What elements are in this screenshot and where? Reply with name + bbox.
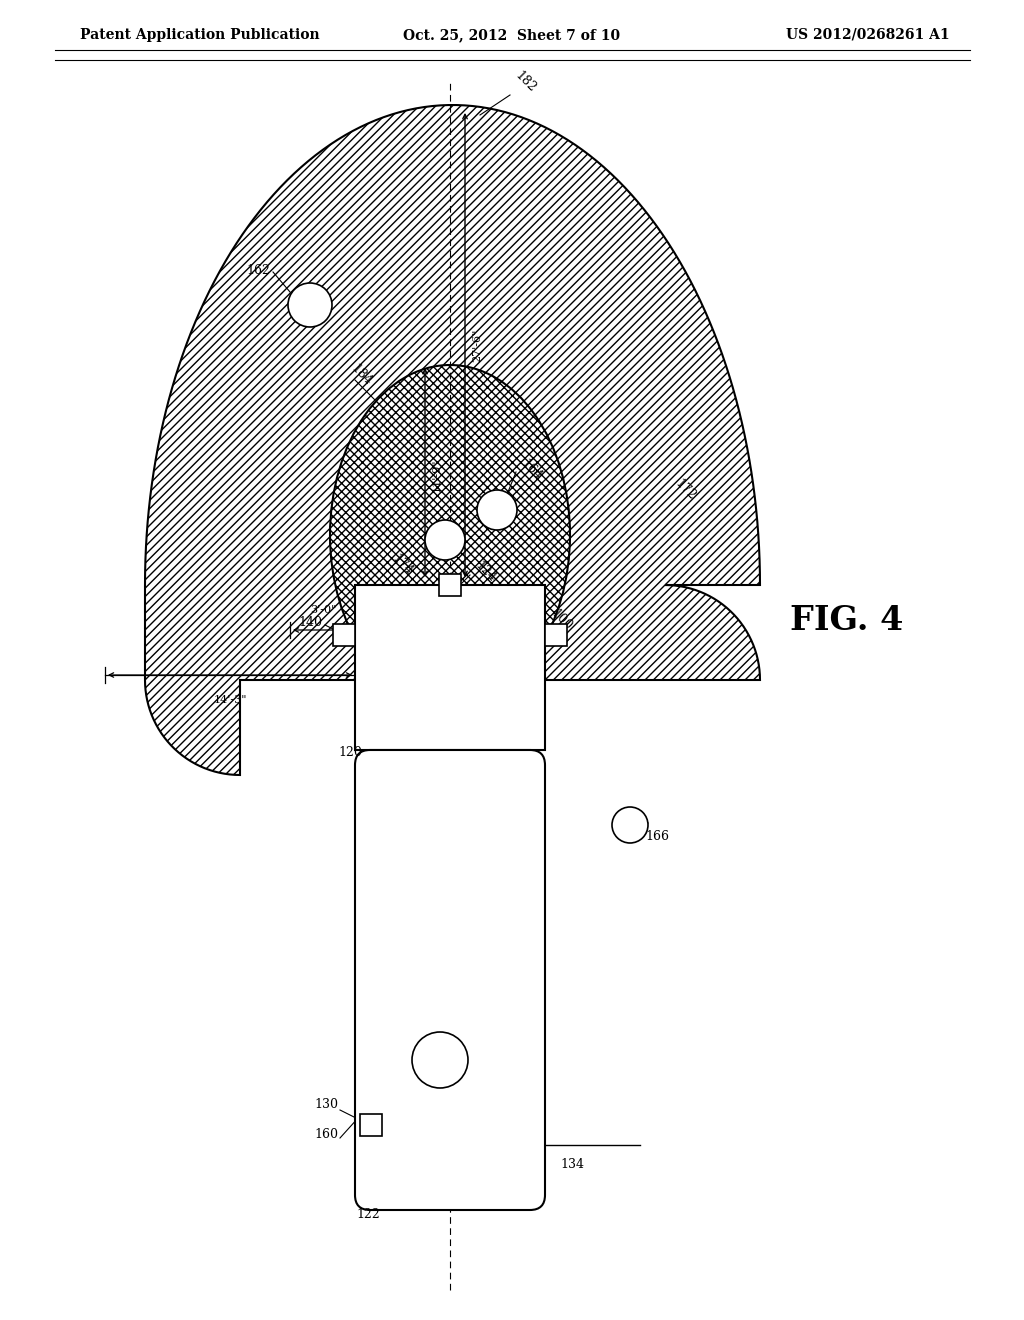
Text: 3'-0": 3'-0"	[310, 605, 336, 615]
Bar	[439, 574, 461, 597]
Text: 184: 184	[348, 362, 374, 388]
Text: 122: 122	[356, 1209, 380, 1221]
Circle shape	[425, 520, 465, 560]
Bar	[545, 624, 567, 645]
Text: 160: 160	[314, 1129, 338, 1142]
Circle shape	[412, 1032, 468, 1088]
Text: 120: 120	[338, 746, 362, 759]
Text: Oct. 25, 2012  Sheet 7 of 10: Oct. 25, 2012 Sheet 7 of 10	[403, 28, 621, 42]
Text: US 2012/0268261 A1: US 2012/0268261 A1	[786, 28, 950, 42]
Text: 164: 164	[518, 457, 544, 483]
Text: 174: 174	[389, 552, 415, 578]
Text: Patent Application Publication: Patent Application Publication	[80, 28, 319, 42]
Text: 124: 124	[472, 558, 498, 585]
Circle shape	[288, 282, 332, 327]
Bar	[333, 624, 355, 645]
Text: 140: 140	[298, 615, 322, 628]
Circle shape	[477, 490, 517, 531]
Text: 182: 182	[512, 69, 538, 95]
Text: 134: 134	[560, 1158, 584, 1171]
Text: 100: 100	[548, 607, 574, 634]
Text: 27'-6": 27'-6"	[472, 329, 482, 362]
FancyBboxPatch shape	[355, 750, 545, 1210]
Text: FIG. 4: FIG. 4	[790, 603, 903, 636]
Text: 130: 130	[314, 1098, 338, 1111]
Text: 14'-3": 14'-3"	[213, 696, 247, 705]
Bar	[355, 585, 545, 750]
Text: 162: 162	[246, 264, 270, 276]
PathPatch shape	[145, 106, 760, 775]
Bar	[360, 1114, 382, 1137]
Text: 166: 166	[645, 830, 669, 843]
Circle shape	[612, 807, 648, 843]
Ellipse shape	[330, 366, 570, 705]
Text: 172: 172	[672, 477, 698, 503]
Text: 11'-9": 11'-9"	[432, 458, 442, 492]
